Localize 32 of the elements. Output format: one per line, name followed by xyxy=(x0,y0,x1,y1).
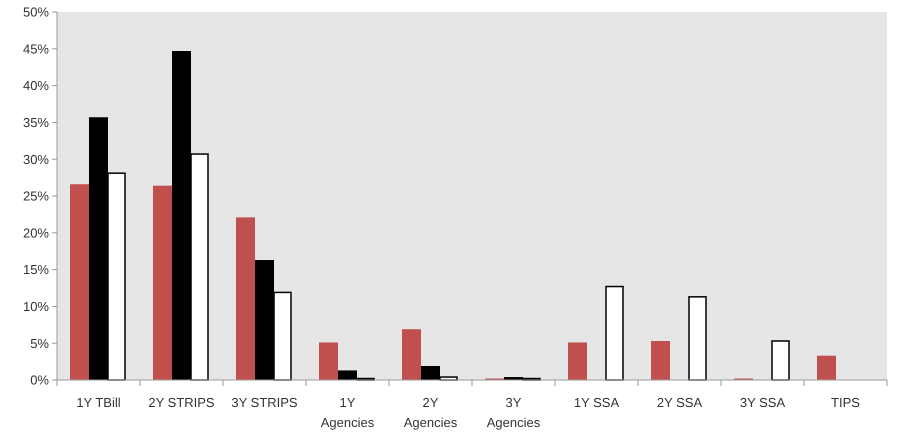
bar xyxy=(402,329,421,380)
y-tick-label: 30% xyxy=(22,152,50,167)
bar xyxy=(651,340,670,380)
y-tick-label: 25% xyxy=(22,188,50,204)
x-tick-label: 2Y Agencies xyxy=(404,395,458,430)
bar xyxy=(153,186,172,380)
bar xyxy=(817,356,836,380)
y-tick-label: 15% xyxy=(22,262,50,278)
x-tick-label: TIPS xyxy=(831,395,860,410)
y-tick-label: 35% xyxy=(22,114,50,130)
x-tick-label: 3Y Agencies xyxy=(486,395,541,430)
bar xyxy=(568,342,587,380)
x-tick-label: 1Y Agencies xyxy=(320,395,375,430)
x-tick-label: 2Y SSA xyxy=(656,395,702,410)
y-tick-label: 40% xyxy=(22,78,50,94)
y-tick-label: 45% xyxy=(22,41,50,56)
y-tick-label: 10% xyxy=(22,298,50,314)
x-tick-label: 3Y STRIPS xyxy=(231,395,298,410)
y-tick-label: 0% xyxy=(30,372,50,388)
bar xyxy=(771,340,790,381)
x-tick-label: 1Y TBill xyxy=(76,395,121,410)
bar xyxy=(319,342,338,380)
x-tick-label: 2Y STRIPS xyxy=(148,395,215,410)
x-tick-label: 1Y SSA xyxy=(574,395,620,410)
bar xyxy=(70,184,89,380)
y-tick-label: 20% xyxy=(22,225,50,240)
bar xyxy=(236,217,255,380)
y-tick-label: 50% xyxy=(22,4,50,20)
y-tick-label: 5% xyxy=(30,336,50,351)
bar xyxy=(688,296,707,381)
x-tick-label: 3Y SSA xyxy=(740,395,786,410)
bar xyxy=(605,286,624,381)
